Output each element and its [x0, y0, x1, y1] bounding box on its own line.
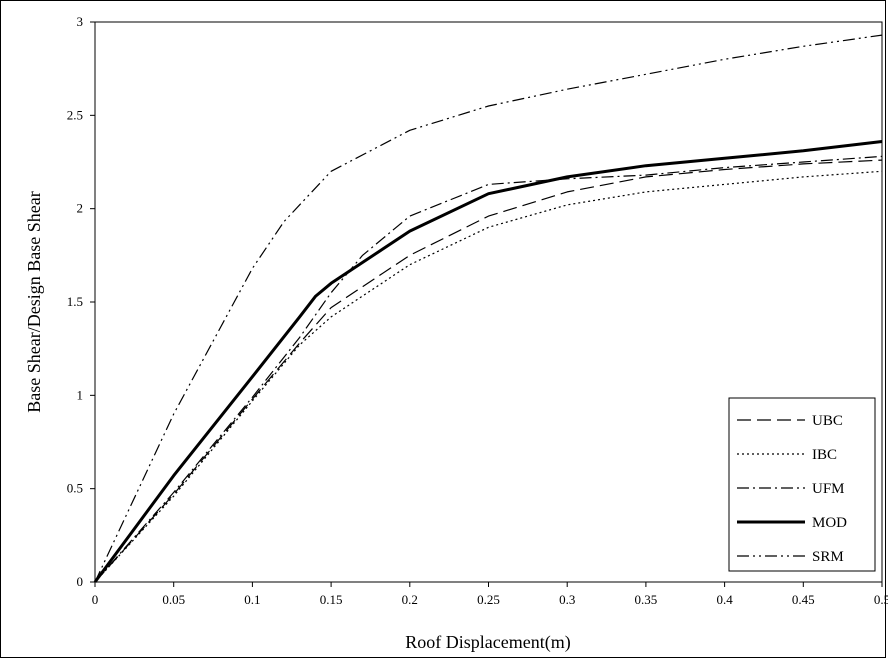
series-line-ubc: [94, 159, 883, 583]
x-tick-label: 0.5: [874, 592, 888, 607]
x-axis: 0 0.05 0.1 0.15 0.2 0.25 0.3 0.35 0.4 0.45 0.5: [92, 582, 888, 607]
x-tick-label: 0.45: [792, 592, 815, 607]
x-tick-label: 0: [92, 592, 99, 607]
legend-label-ufm: UFM: [812, 481, 845, 497]
y-tick-label: 1: [77, 387, 84, 402]
y-tick-label: 1.5: [67, 294, 83, 309]
x-tick-label: 0.05: [162, 592, 185, 607]
series-line-srm: [94, 34, 883, 583]
y-axis: 0 0.5 1 1.5 2 2.5 3: [67, 14, 95, 589]
x-tick-label: 0.35: [635, 592, 658, 607]
x-tick-label: 0.2: [402, 592, 418, 607]
y-axis-title: Base Shear/Design Base Shear: [24, 191, 44, 412]
legend-label-ubc: UBC: [812, 413, 843, 429]
legend-label-srm: SRM: [812, 549, 844, 565]
y-tick-label: 0.5: [67, 481, 83, 496]
legend-box: [728, 397, 876, 572]
y-tick-label: 2.5: [67, 107, 83, 122]
x-tick-label: 0.3: [559, 592, 575, 607]
x-tick-label: 0.4: [716, 592, 733, 607]
x-tick-label: 0.25: [477, 592, 500, 607]
series-lines: [93, 34, 883, 583]
series-line-ibc: [94, 170, 883, 583]
series-line-ufm: [94, 155, 883, 583]
x-tick-label: 0.1: [244, 592, 260, 607]
legend-label-mod: MOD: [812, 515, 847, 531]
legend: UBC IBC UFM MOD SRM: [728, 397, 876, 572]
y-tick-label: 0: [77, 574, 84, 589]
series-line-mod: [93, 140, 883, 583]
y-tick-label: 3: [77, 14, 84, 29]
x-axis-title: Roof Displacement(m): [405, 632, 570, 653]
y-tick-label: 2: [77, 201, 84, 216]
x-tick-label: 0.15: [320, 592, 343, 607]
legend-label-ibc: IBC: [812, 447, 837, 463]
